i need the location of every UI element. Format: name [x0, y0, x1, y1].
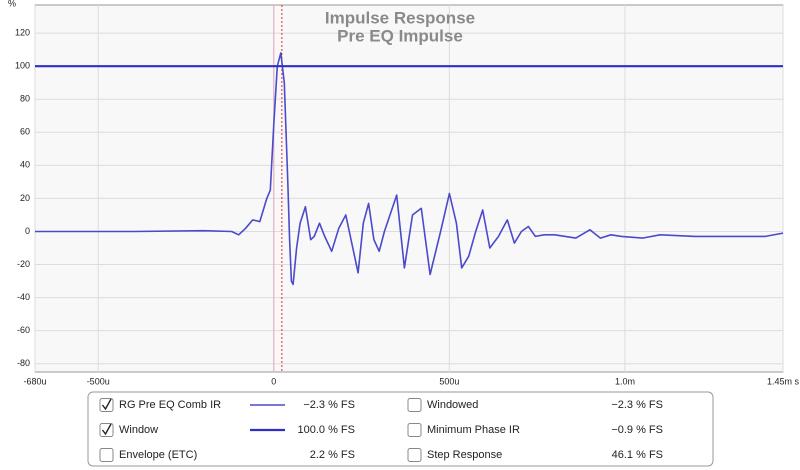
checkbox[interactable]: [407, 423, 422, 437]
y-tick-label: -20: [17, 259, 30, 269]
y-tick-label: 40: [20, 160, 30, 170]
y-tick-label: 120: [15, 27, 30, 37]
x-tick-label: 500u: [439, 376, 459, 386]
legend-readout: 46.1 % FS: [612, 449, 663, 461]
x-tick-label: 1.0m: [615, 376, 635, 386]
legend-readout: −2.3 % FS: [303, 399, 355, 411]
legend-label[interactable]: Step Response: [427, 449, 502, 461]
x-tick-label: 1.45m s: [767, 376, 800, 386]
y-tick-label: 100: [15, 61, 30, 71]
checkbox[interactable]: [99, 398, 114, 412]
legend-label[interactable]: Window: [119, 424, 158, 436]
legend-label[interactable]: Windowed: [427, 399, 478, 411]
checkbox[interactable]: [99, 448, 114, 462]
legend-label[interactable]: RG Pre EQ Comb IR: [119, 399, 221, 411]
y-axis-unit: %: [8, 0, 16, 8]
y-tick-label: -60: [17, 325, 30, 335]
plot-area: [34, 4, 784, 373]
legend-readout: 2.2 % FS: [310, 449, 355, 461]
x-tick-label: -680u: [23, 376, 46, 386]
checkbox[interactable]: [407, 398, 422, 412]
checkbox[interactable]: [99, 423, 114, 437]
y-tick-label: 0: [25, 226, 30, 236]
legend-label[interactable]: Envelope (ETC): [119, 449, 197, 461]
y-tick-label: 20: [20, 193, 30, 203]
y-tick-label: -80: [17, 358, 30, 368]
y-tick-label: 80: [20, 94, 30, 104]
legend-readout: 100.0 % FS: [298, 424, 355, 436]
legend-panel: [87, 391, 714, 467]
checkbox[interactable]: [407, 448, 422, 462]
y-tick-label: -40: [17, 292, 30, 302]
checkmark[interactable]: [101, 398, 112, 411]
chart-subtitle: Pre EQ Impulse: [337, 26, 463, 45]
checkmark[interactable]: [101, 423, 112, 436]
x-tick-label: -500u: [87, 376, 110, 386]
legend-readout: −0.9 % FS: [611, 424, 663, 436]
legend-readout: −2.3 % FS: [611, 399, 663, 411]
chart-title: Impulse Response: [325, 8, 475, 27]
x-tick-label: 0: [271, 376, 276, 386]
y-tick-label: 60: [20, 127, 30, 137]
legend-label[interactable]: Minimum Phase IR: [427, 424, 520, 436]
